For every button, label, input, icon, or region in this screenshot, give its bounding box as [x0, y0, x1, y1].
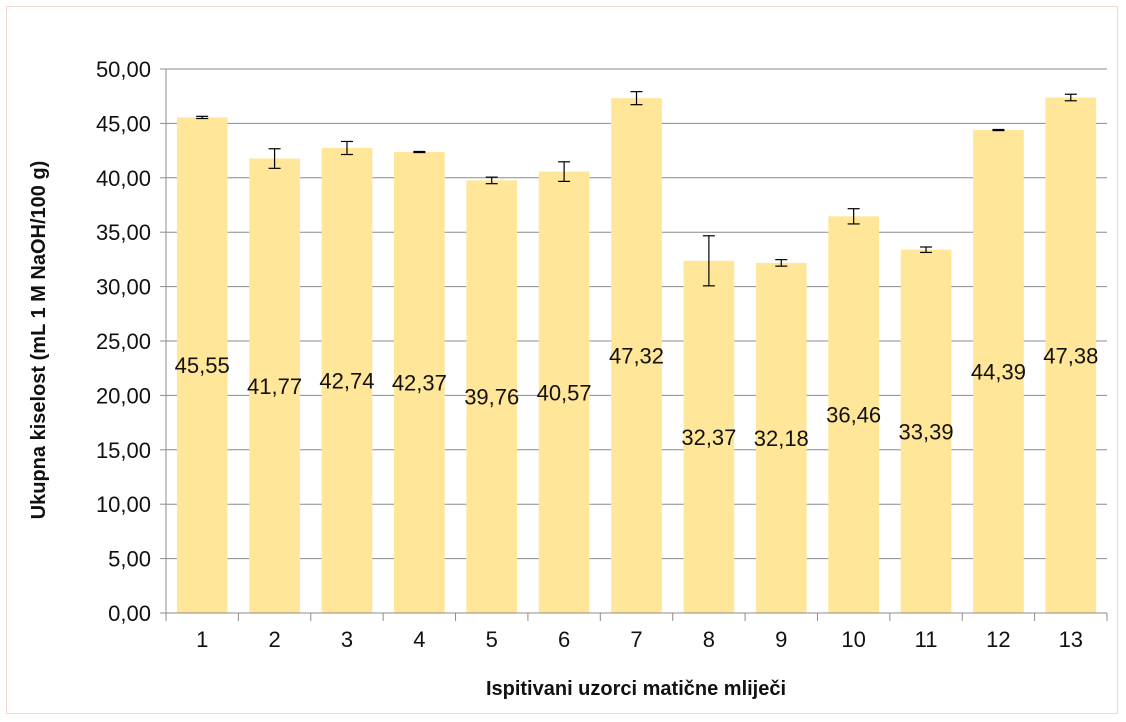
data-label: 47,32 [609, 344, 664, 369]
x-tick-label: 13 [1059, 627, 1083, 652]
y-tick-label: 50,00 [96, 57, 151, 82]
x-tick-label: 1 [196, 627, 208, 652]
bar [538, 171, 590, 614]
bar [755, 262, 807, 613]
data-label: 45,55 [175, 353, 230, 378]
bar [321, 147, 373, 613]
data-label: 39,76 [464, 385, 519, 410]
y-tick-label: 15,00 [96, 438, 151, 463]
bar [973, 130, 1024, 613]
x-tick-label: 7 [630, 627, 642, 652]
x-tick-label: 11 [915, 627, 938, 652]
axes [160, 68, 1108, 621]
data-label: 42,37 [392, 371, 447, 396]
data-labels: 45,55 41,77 42,74 42,37 39,76 40,57 47,32 32,37… [175, 343, 1099, 451]
data-label: 41,77 [247, 374, 302, 399]
bar [176, 117, 228, 613]
y-tick-label: 45,00 [96, 111, 151, 136]
bar [249, 158, 300, 613]
x-tick-label: 9 [775, 627, 787, 652]
bar [900, 249, 952, 613]
bar [1045, 97, 1097, 613]
x-tick-label: 8 [703, 627, 715, 652]
y-tick-label: 0,00 [108, 601, 151, 626]
y-tick-label: 5,00 [108, 547, 151, 572]
x-tick-label: 2 [268, 627, 280, 652]
bars [176, 97, 1097, 614]
x-tick-label: 5 [486, 627, 498, 652]
x-tick-labels: 1 2 3 4 5 6 7 8 9 10 11 12 13 [196, 627, 1083, 652]
data-label: 33,39 [899, 419, 954, 444]
y-tick-label: 10,00 [96, 492, 151, 517]
x-tick-label: 3 [341, 627, 353, 652]
y-tick-label: 35,00 [96, 220, 151, 245]
x-tick-label: 12 [986, 627, 1010, 652]
data-label: 40,57 [537, 380, 592, 405]
x-tick-label: 6 [558, 627, 570, 652]
y-tick-labels: 0,00 5,00 10,00 15,00 20,00 25,00 30,00 35,00 40… [96, 57, 151, 626]
y-tick-label: 25,00 [96, 329, 151, 354]
x-tick-label: 10 [841, 627, 865, 652]
y-tick-label: 30,00 [96, 275, 151, 300]
y-tick-label: 40,00 [96, 166, 151, 191]
error-bars [196, 91, 1077, 287]
data-label: 42,74 [319, 368, 374, 393]
y-axis-title: Ukupna kiselost (mL 1 M NaOH/100 g) [28, 161, 50, 520]
bar [683, 260, 735, 613]
x-tick-label: 4 [413, 627, 425, 652]
bar [611, 98, 662, 614]
x-axis-title: Ispitivani uzorci matične mliječi [486, 678, 786, 700]
bar [466, 180, 518, 613]
data-label: 32,18 [754, 426, 809, 451]
data-label: 44,39 [971, 360, 1026, 385]
y-tick-label: 20,00 [96, 383, 151, 408]
data-label: 36,46 [826, 403, 881, 428]
bar [828, 216, 879, 614]
bar [394, 152, 445, 613]
data-label: 47,38 [1043, 343, 1098, 368]
data-label: 32,37 [681, 425, 736, 450]
